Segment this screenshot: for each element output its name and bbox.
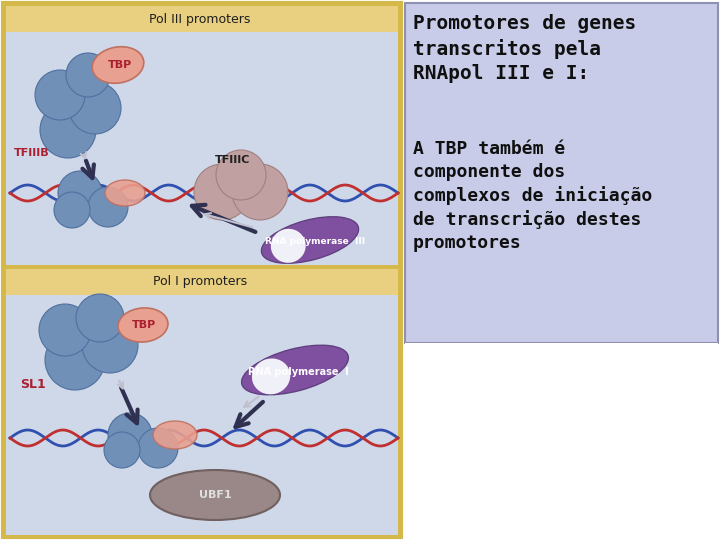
Circle shape bbox=[88, 187, 128, 227]
Ellipse shape bbox=[150, 470, 280, 520]
Text: TBP: TBP bbox=[132, 320, 156, 330]
Circle shape bbox=[40, 102, 96, 158]
Text: Promotores de genes
transcritos pela
RNApol III e I:: Promotores de genes transcritos pela RNA… bbox=[413, 14, 636, 83]
Text: UBF1: UBF1 bbox=[199, 490, 231, 500]
FancyBboxPatch shape bbox=[3, 3, 401, 537]
Circle shape bbox=[35, 70, 85, 120]
Circle shape bbox=[66, 53, 110, 97]
Text: RNA polymerase  I: RNA polymerase I bbox=[248, 367, 348, 377]
Circle shape bbox=[138, 428, 178, 468]
Ellipse shape bbox=[105, 180, 145, 206]
Ellipse shape bbox=[118, 308, 168, 342]
Circle shape bbox=[69, 82, 121, 134]
Ellipse shape bbox=[261, 217, 359, 264]
Circle shape bbox=[45, 330, 105, 390]
Circle shape bbox=[108, 413, 152, 457]
FancyBboxPatch shape bbox=[6, 269, 398, 295]
Circle shape bbox=[58, 171, 102, 215]
Circle shape bbox=[82, 317, 138, 373]
FancyBboxPatch shape bbox=[6, 295, 398, 535]
FancyBboxPatch shape bbox=[6, 6, 398, 32]
Text: RNA polymerase  III: RNA polymerase III bbox=[265, 238, 365, 246]
FancyBboxPatch shape bbox=[405, 3, 718, 343]
Circle shape bbox=[232, 164, 288, 220]
FancyBboxPatch shape bbox=[405, 343, 718, 539]
Text: A TBP também é
componente dos
complexos de iniciação
de transcrição destes
promo: A TBP também é componente dos complexos … bbox=[413, 140, 652, 252]
Text: Pol I promoters: Pol I promoters bbox=[153, 275, 247, 288]
FancyBboxPatch shape bbox=[6, 32, 398, 265]
Circle shape bbox=[104, 432, 140, 468]
Ellipse shape bbox=[242, 345, 348, 395]
Text: Pol III promoters: Pol III promoters bbox=[149, 12, 251, 25]
Ellipse shape bbox=[92, 46, 144, 83]
Circle shape bbox=[194, 164, 250, 220]
Circle shape bbox=[54, 192, 90, 228]
Text: TFIIIC: TFIIIC bbox=[215, 155, 251, 165]
Circle shape bbox=[216, 150, 266, 200]
Text: SL1: SL1 bbox=[20, 379, 46, 392]
Ellipse shape bbox=[153, 421, 197, 449]
Ellipse shape bbox=[271, 229, 306, 263]
Ellipse shape bbox=[252, 359, 290, 394]
Circle shape bbox=[76, 294, 124, 342]
Text: TFIIIB: TFIIIB bbox=[14, 148, 50, 158]
Text: TBP: TBP bbox=[108, 60, 132, 70]
Circle shape bbox=[39, 304, 91, 356]
